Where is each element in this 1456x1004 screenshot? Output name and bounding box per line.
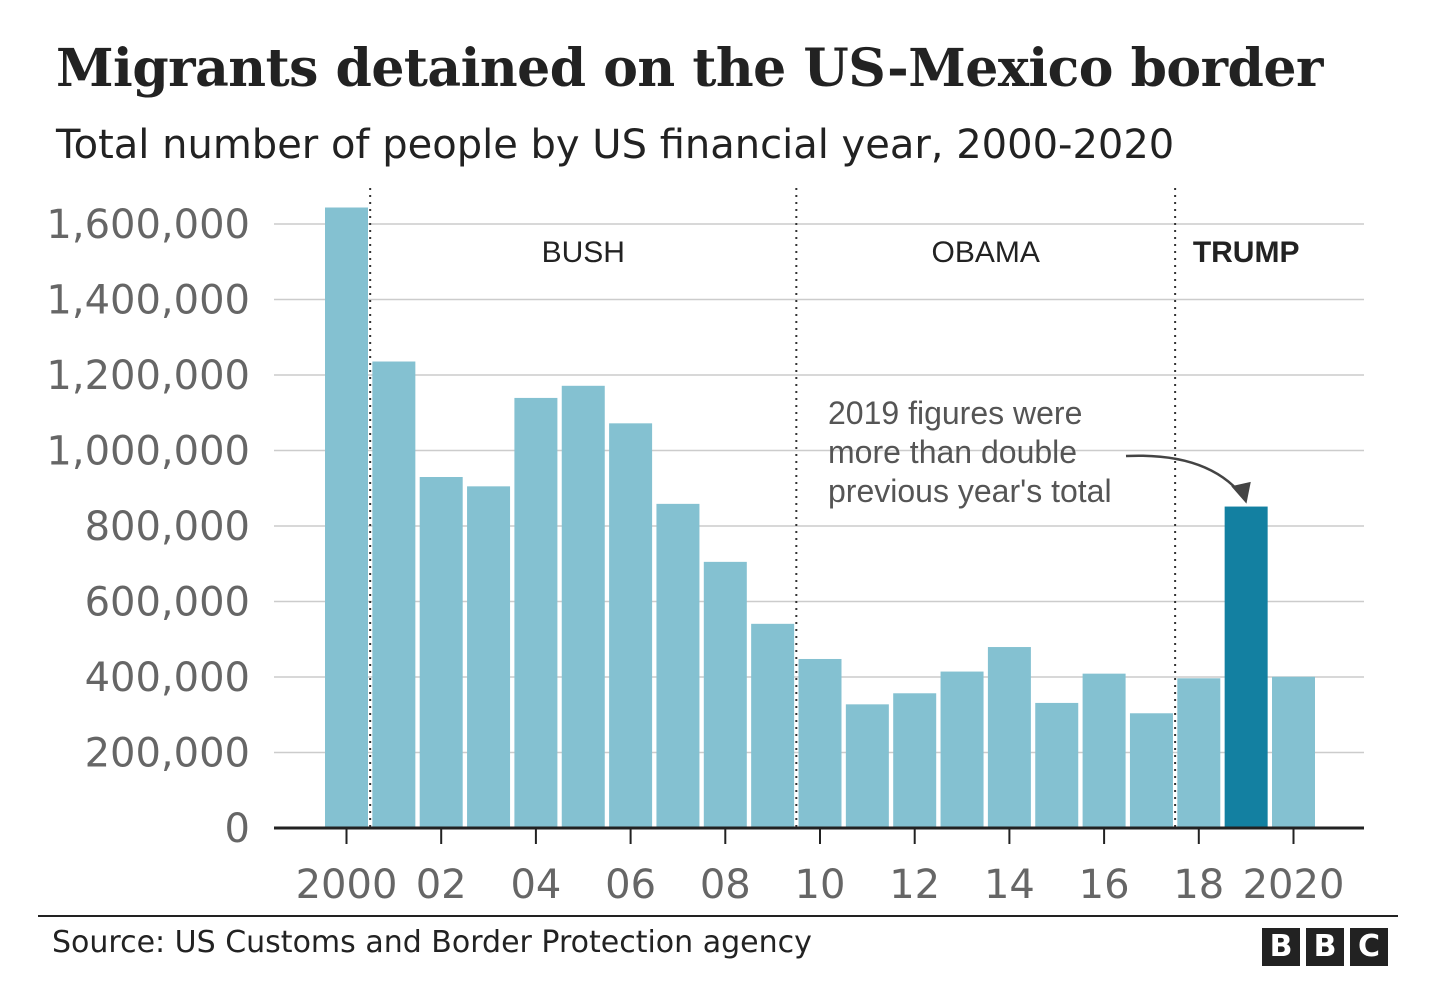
bar	[751, 623, 795, 828]
x-tick-label: 04	[510, 862, 561, 908]
x-tick-label: 2020	[1243, 862, 1345, 908]
x-tick-label: 08	[700, 862, 751, 908]
x-tick-label: 06	[605, 862, 656, 908]
x-tick-label: 2000	[296, 862, 398, 908]
bar	[514, 397, 558, 828]
era-label: BUSH	[542, 236, 625, 269]
x-tick-label: 14	[984, 862, 1035, 908]
bar-highlight	[1224, 506, 1268, 828]
era-label: OBAMA	[932, 236, 1040, 269]
bar	[940, 671, 984, 828]
logo-letter: B	[1306, 928, 1344, 966]
era-label: TRUMP	[1193, 236, 1300, 269]
source-note: Source: US Customs and Border Protection…	[52, 925, 812, 960]
bar	[893, 693, 937, 828]
y-tick-label: 1,400,000	[46, 278, 250, 324]
bar	[467, 486, 511, 828]
chart-subtitle: Total number of people by US financial y…	[56, 122, 1175, 168]
footer-divider	[38, 915, 1398, 917]
bar	[845, 704, 889, 828]
era-labels: BUSH OBAMA TRUMP	[542, 236, 1300, 269]
bar	[1129, 713, 1173, 828]
bar	[1272, 676, 1315, 828]
x-tick-label: 12	[889, 862, 940, 908]
bars	[325, 207, 1315, 829]
bar	[1035, 702, 1079, 828]
x-tick-label: 10	[795, 862, 846, 908]
bar	[1177, 678, 1221, 828]
y-tick-label: 1,000,000	[46, 429, 250, 475]
annotation-line: 2019 figures were	[828, 395, 1082, 431]
y-axis-ticks: 0 200,000 400,000 600,000 800,000 1,000,000 1,…	[46, 202, 250, 852]
gridlines	[274, 223, 1364, 754]
bbc-logo: B B C	[1262, 928, 1388, 966]
bar	[372, 361, 416, 828]
y-tick-label: 0	[225, 806, 250, 852]
annotation-arrow	[1125, 454, 1248, 502]
y-tick-label: 600,000	[85, 580, 250, 626]
y-tick-label: 400,000	[85, 655, 250, 701]
x-axis-ticks: 2000 02 04 06 08 10 12 14 16 18 2020	[296, 828, 1345, 908]
bar	[987, 647, 1031, 828]
bar	[703, 561, 747, 828]
bar	[1082, 673, 1126, 828]
y-tick-label: 200,000	[85, 731, 250, 777]
y-tick-label: 1,200,000	[46, 353, 250, 399]
x-tick-label: 16	[1079, 862, 1130, 908]
x-tick-label: 18	[1173, 862, 1224, 908]
y-tick-label: 800,000	[85, 504, 250, 550]
bar	[561, 385, 605, 828]
annotation-line: previous year's total	[828, 473, 1112, 509]
bar	[325, 207, 368, 829]
annotation-line: more than double	[828, 434, 1077, 470]
bar	[419, 476, 463, 828]
x-tick-label: 02	[416, 862, 467, 908]
bar	[656, 503, 700, 828]
logo-letter: B	[1262, 928, 1300, 966]
era-dividers	[369, 188, 1177, 828]
y-tick-label: 1,600,000	[46, 202, 250, 248]
bar	[798, 658, 842, 828]
logo-letter: C	[1350, 928, 1388, 966]
bar	[609, 423, 653, 828]
chart-title: Migrants detained on the US-Mexico borde…	[56, 38, 1323, 99]
annotation-arrowhead	[1231, 481, 1251, 504]
